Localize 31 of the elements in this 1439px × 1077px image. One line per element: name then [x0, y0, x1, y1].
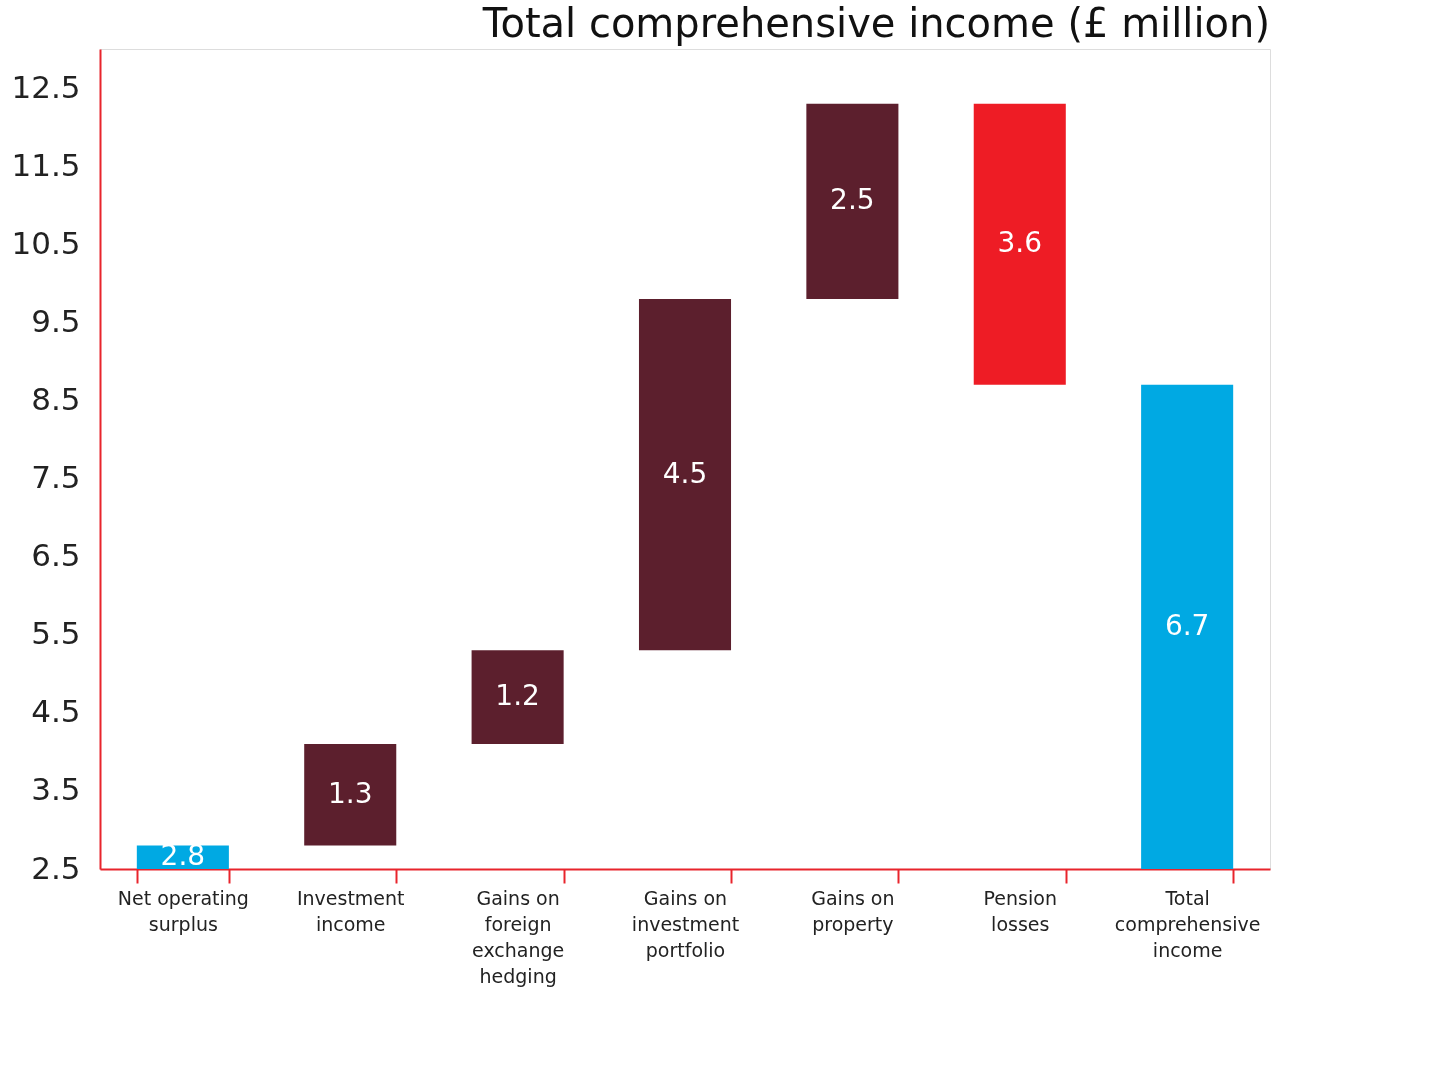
- data-label: 2.5: [830, 183, 875, 217]
- y-tick-label: 5.5: [31, 615, 81, 652]
- y-tick-label: 8.5: [31, 380, 81, 417]
- y-tick-label: 12.5: [11, 68, 81, 105]
- x-tick-label: Pension losses: [983, 886, 1057, 935]
- y-tick-label: 3.5: [31, 771, 81, 808]
- data-label: 1.3: [327, 776, 373, 810]
- x-tick-label: Investment income: [296, 886, 405, 935]
- y-tick-label: 2.5: [31, 849, 81, 886]
- data-label: 6.7: [1164, 608, 1210, 642]
- y-tick-label: 10.5: [11, 224, 81, 261]
- bar: [973, 103, 1066, 385]
- x-tick-label: Gains on property: [811, 886, 895, 935]
- x-tick-label: Total comprehensive income: [1114, 886, 1261, 961]
- x-tick-label: Net operating surplus: [117, 886, 249, 935]
- data-label: 2.8: [160, 839, 206, 873]
- y-tick-label: 6.5: [31, 537, 81, 574]
- x-tick-label: Gains on foreign exchange hedging: [472, 886, 565, 987]
- x-tick-label: Gains on investment portfolio: [631, 886, 740, 961]
- bar: [304, 744, 397, 846]
- y-tick-label: 11.5: [11, 146, 81, 183]
- data-label: 4.5: [662, 456, 708, 490]
- data-label: 3.6: [997, 226, 1043, 260]
- bar: [471, 650, 564, 745]
- y-tick-label: 9.5: [31, 302, 81, 339]
- y-tick-label: 7.5: [31, 459, 81, 496]
- bar: [806, 103, 899, 299]
- y-tick-label: 4.5: [31, 693, 81, 730]
- data-label: 1.2: [495, 679, 540, 713]
- chart-title: Total comprehensive income (£ million): [481, 0, 1270, 46]
- bar: [638, 298, 732, 651]
